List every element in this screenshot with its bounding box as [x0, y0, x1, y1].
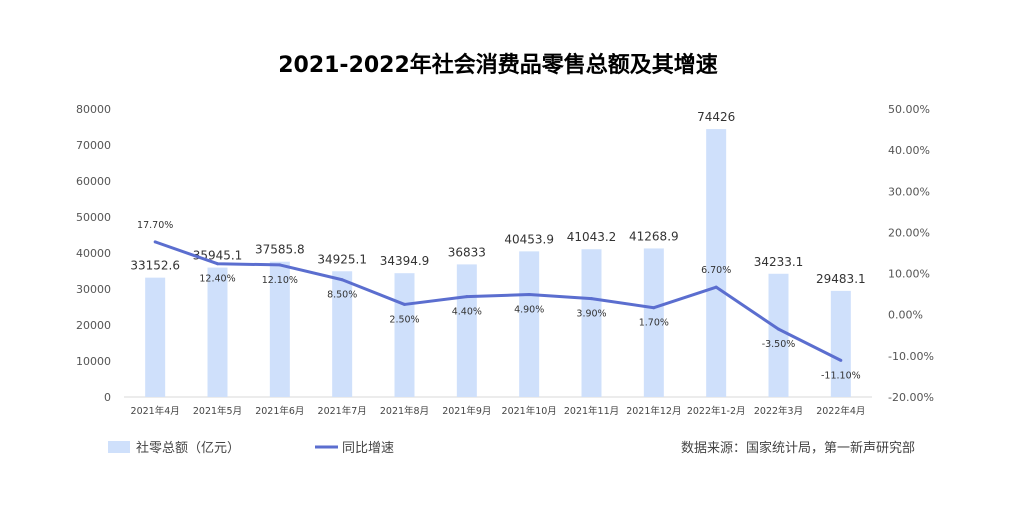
x-axis-categories: 2021年4月 2021年5月 2021年6月 2021年7月 2021年8月 2021年…: [131, 405, 866, 417]
bar: [643, 248, 664, 397]
right-y-tick-label: -10.00%: [888, 350, 934, 363]
line-point: [465, 295, 469, 299]
bar-value-label: 36833: [448, 245, 486, 259]
line-value-label: 17.70%: [137, 220, 173, 231]
x-category-label: 2021年10月: [502, 405, 557, 417]
bar: [207, 267, 228, 397]
right-y-tick-label: 50.00%: [888, 103, 930, 116]
x-category-label: 2021年9月: [442, 405, 491, 417]
bar-value-label: 33152.6: [130, 259, 180, 273]
right-y-tick-label: 30.00%: [888, 185, 930, 198]
left-y-tick-label: 80000: [76, 103, 111, 116]
right-y-tick-label: 20.00%: [888, 226, 930, 239]
bar-value-label: 37585.8: [255, 243, 305, 257]
line-point: [777, 327, 780, 331]
x-category-label: 2021年7月: [318, 405, 367, 417]
right-y-tick-label: 0.00%: [888, 309, 923, 322]
legend-bar-swatch: [108, 441, 130, 453]
line-point: [153, 240, 157, 244]
data-source: 数据来源：国家统计局，第一新声研究部: [681, 440, 915, 456]
x-category-label: 2022年4月: [816, 405, 865, 417]
line-value-label: 3.90%: [576, 309, 606, 320]
right-y-axis: -20.00% -10.00% 0.00% 10.00% 20.00% 30.00% 40.…: [888, 103, 934, 404]
left-y-tick-label: 60000: [76, 175, 111, 188]
line-value-label: -3.50%: [762, 339, 796, 350]
bar: [581, 249, 602, 397]
bar: [394, 273, 415, 397]
line-value-label: -11.10%: [821, 370, 861, 381]
bar-value-label: 34925.1: [317, 252, 367, 266]
line-point: [527, 293, 531, 297]
line-value-label: 2.50%: [389, 314, 419, 325]
right-y-tick-label: 40.00%: [888, 144, 930, 157]
x-category-label: 2021年12月: [626, 405, 681, 417]
left-y-tick-label: 10000: [76, 355, 111, 368]
line-value-label: 4.90%: [514, 305, 544, 316]
line-point: [714, 285, 718, 289]
line-value-label: 1.70%: [639, 318, 669, 329]
left-y-tick-label: 70000: [76, 139, 111, 152]
x-category-label: 2022年3月: [754, 405, 803, 417]
bar-value-label: 41043.2: [567, 230, 617, 244]
bar-value-label: 74426: [697, 110, 735, 124]
bar: [519, 251, 540, 397]
bar: [768, 273, 789, 397]
left-y-tick-label: 20000: [76, 319, 111, 332]
x-category-label: 2021年11月: [564, 405, 619, 417]
growth-line: [154, 240, 842, 362]
bar-value-label: 40453.9: [504, 232, 554, 246]
line-value-label: 6.70%: [701, 265, 731, 276]
x-category-label: 2022年1-2月: [687, 405, 746, 417]
line-point: [340, 278, 344, 282]
x-category-label: 2021年6月: [255, 405, 304, 417]
line-point: [403, 302, 406, 306]
x-category-label: 2021年5月: [193, 405, 242, 417]
x-category-label: 2021年8月: [380, 405, 429, 417]
left-y-tick-label: 40000: [76, 247, 111, 260]
chart-title: 2021-2022年社会消费品零售总额及其增速: [278, 52, 718, 78]
line-point: [216, 262, 219, 266]
bar: [706, 129, 727, 397]
bar-series: 33152.6 35945.1 37585.8 34925.1 34394.9 36833…: [130, 110, 866, 397]
bar: [456, 264, 477, 397]
line-point: [278, 263, 282, 267]
line-value-label: 12.10%: [262, 275, 298, 286]
bar: [269, 261, 290, 397]
bar-value-label: 29483.1: [816, 272, 866, 286]
bar: [332, 271, 353, 397]
left-y-axis: 0 10000 20000 30000 40000 50000 60000 70000 8000…: [76, 103, 111, 404]
right-y-tick-label: 10.00%: [888, 268, 930, 281]
line-value-label: 8.50%: [327, 290, 357, 301]
legend-line-label: 同比增速: [342, 441, 394, 456]
bar-value-label: 34394.9: [380, 254, 430, 268]
line-value-label: 4.40%: [452, 307, 482, 318]
left-y-tick-label: 50000: [76, 211, 111, 224]
left-y-tick-label: 0: [104, 391, 111, 404]
bar: [830, 290, 851, 397]
left-y-tick-label: 30000: [76, 283, 111, 296]
bar-value-label: 35945.1: [193, 249, 243, 263]
right-y-tick-label: -20.00%: [888, 391, 934, 404]
legend: 社零总额（亿元） 同比增速: [108, 440, 394, 456]
bar-value-label: 41268.9: [629, 229, 679, 243]
bar-value-label: 34233.1: [754, 255, 804, 269]
line-point: [590, 297, 593, 301]
growth-line-series: 17.70% 12.40% 12.10% 8.50% 2.50% 4.40% 4.90% 3.…: [137, 220, 861, 381]
bar: [145, 277, 166, 397]
line-value-label: 12.40%: [199, 274, 235, 285]
x-category-label: 2021年4月: [131, 405, 180, 417]
line-point: [652, 306, 656, 310]
line-point: [839, 358, 843, 362]
legend-bar-label: 社零总额（亿元）: [136, 440, 240, 456]
